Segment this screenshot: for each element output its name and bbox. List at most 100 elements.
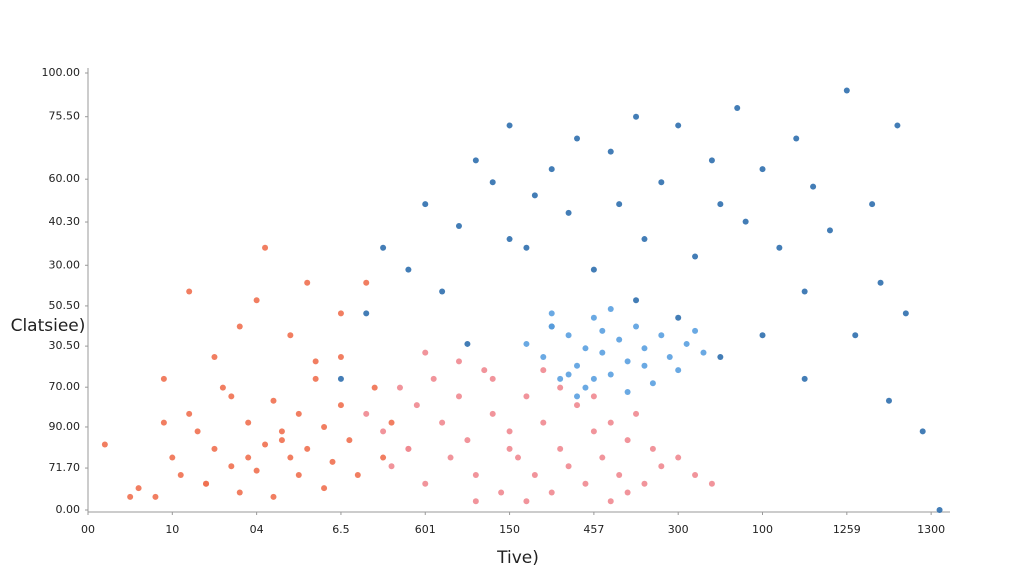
point [262,244,269,251]
point [287,332,294,339]
point [329,458,336,465]
y-tick-label: 70.00 [49,380,81,393]
point [877,279,884,286]
point [666,354,673,361]
point [599,454,606,461]
point [540,419,547,426]
point [455,358,462,365]
point [101,441,108,448]
point [574,135,581,142]
point [675,122,682,129]
point [734,104,741,111]
point [321,485,328,492]
point [506,122,513,129]
point [692,472,699,479]
point [186,288,193,295]
point [548,489,555,496]
y-tick-label: 90.00 [49,420,81,433]
point [472,498,479,505]
x-tick-label: 150 [499,523,520,536]
point [658,179,665,186]
point [810,183,817,190]
point [380,244,387,251]
point [565,463,572,470]
point [135,485,142,492]
point [531,192,538,199]
point [633,410,640,417]
point [346,437,353,444]
point [607,148,614,155]
point [607,419,614,426]
point [801,375,808,382]
point [759,332,766,339]
point [683,340,690,347]
point [464,340,471,347]
point [565,332,572,339]
y-tick-label: 0.00 [56,503,81,516]
y-tick-label: 60.00 [49,172,81,185]
point [548,166,555,173]
point [455,393,462,400]
point [211,354,218,361]
point [295,410,302,417]
point [523,393,530,400]
point [160,419,167,426]
x-tick-label: 601 [415,523,436,536]
point [885,397,892,404]
point [186,410,193,417]
point [405,445,412,452]
point [574,393,581,400]
x-tick-label: 1300 [917,523,945,536]
point [380,428,387,435]
point [641,345,648,352]
point [590,393,597,400]
point [582,480,589,487]
point [633,113,640,120]
point [590,428,597,435]
point [540,367,547,374]
point [489,179,496,186]
point [337,402,344,409]
x-tick-label: 457 [583,523,604,536]
point [160,375,167,382]
point [531,472,538,479]
point [599,327,606,334]
point [557,445,564,452]
point [253,297,260,304]
point [523,498,530,505]
point [295,472,302,479]
point [321,423,328,430]
point [472,157,479,164]
point [633,297,640,304]
point [919,428,926,435]
point [523,244,530,251]
point [304,445,311,452]
point [826,227,833,234]
point [624,358,631,365]
point [472,472,479,479]
x-axis-label: Tive) [496,548,539,568]
point [388,463,395,470]
point [278,428,285,435]
point [337,354,344,361]
point [624,437,631,444]
point [380,454,387,461]
x-tick-label: 00 [81,523,95,536]
point [169,454,176,461]
point [936,507,943,513]
point [641,236,648,243]
y-tick-label: 71.70 [49,461,81,474]
point [304,279,311,286]
point [658,463,665,470]
point [540,354,547,361]
x-tick-label: 6.5 [332,523,350,536]
point [253,467,260,474]
point [439,288,446,295]
y-tick-label: 100.00 [42,66,81,79]
point [557,384,564,391]
point [506,236,513,243]
point [708,157,715,164]
point [565,209,572,216]
point [590,266,597,273]
